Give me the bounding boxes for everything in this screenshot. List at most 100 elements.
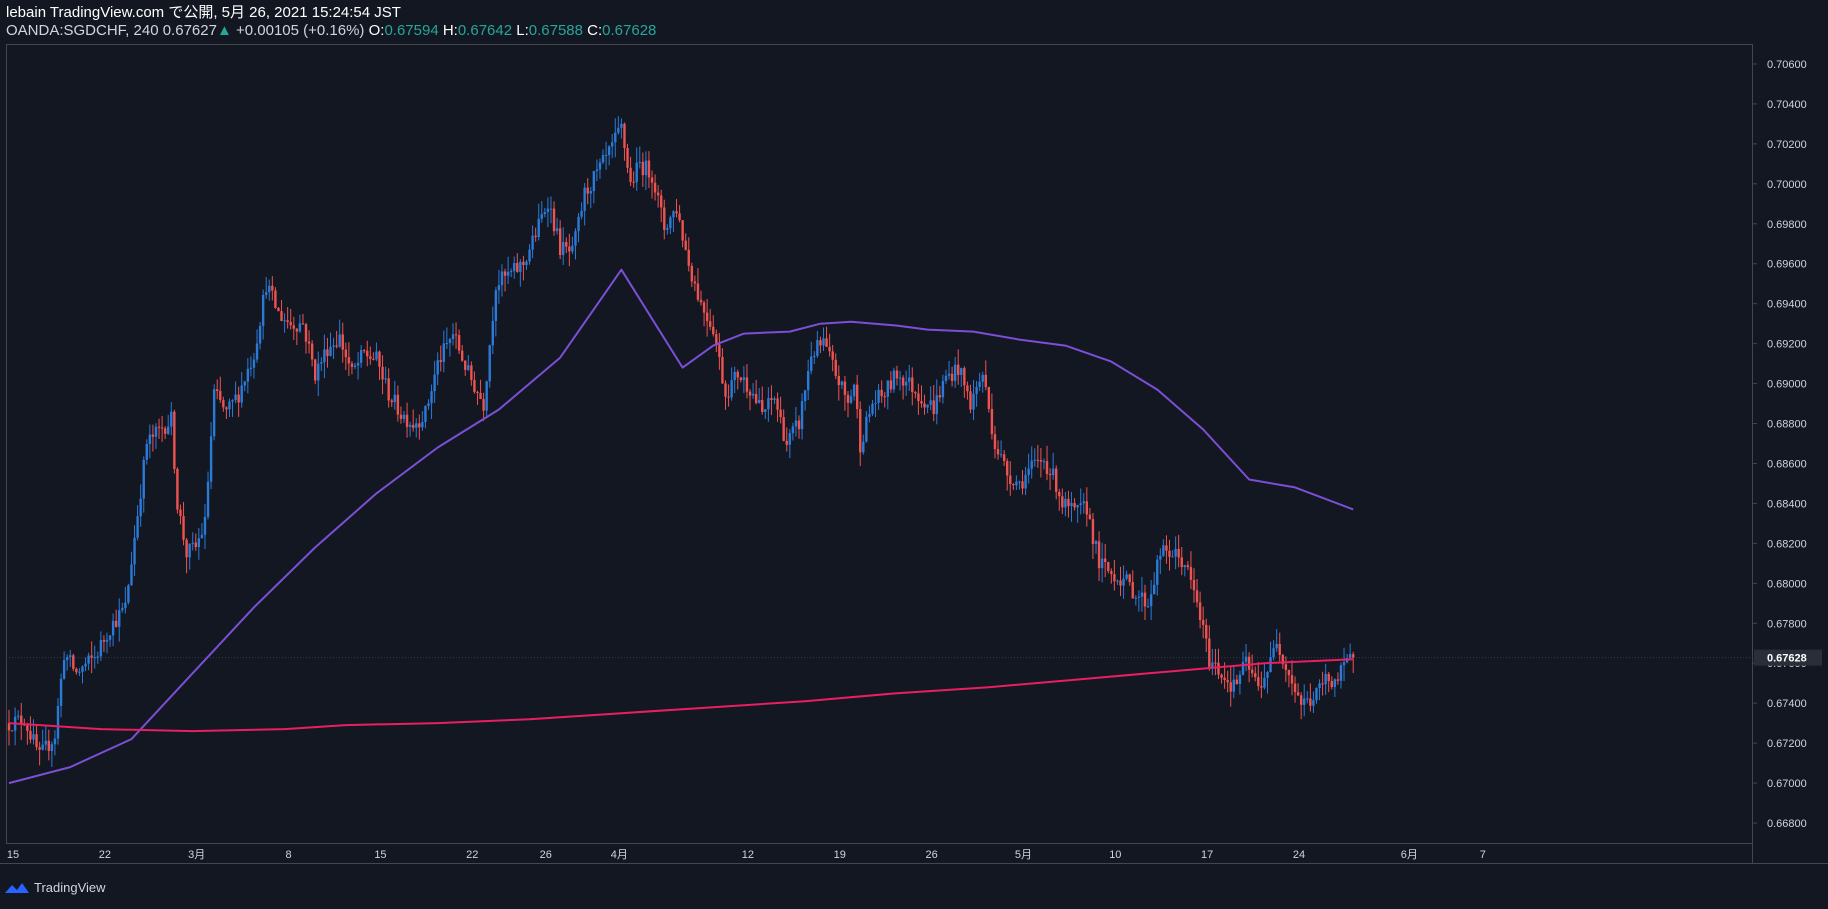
y-tick-label: 0.66800 [1767,818,1807,830]
candle-body [1180,557,1183,568]
candle-body [338,334,341,347]
candle-body [1051,468,1055,476]
candle-body [390,400,393,403]
candle-body [1110,571,1113,575]
candle-body [237,394,240,403]
candle-body [366,350,369,357]
candle-body [1061,496,1064,508]
candle-body [1156,559,1159,585]
x-tick-label: 17 [1201,849,1213,861]
candle-body [105,639,109,642]
candle-body [1260,686,1263,688]
candle-body [1214,662,1217,664]
x-tick-label: 5月 [1015,849,1032,861]
candle-body [65,657,69,660]
candle-body [834,359,837,376]
candle-body [344,349,348,358]
candle-body [1324,673,1327,685]
candle-body [904,381,908,386]
candle-body [1192,579,1196,591]
candle-body [185,539,188,558]
candle-body [464,360,467,370]
candle-body [546,208,550,213]
candle-body [999,454,1003,456]
candle-body [457,335,461,351]
candle-body [788,433,792,445]
y-tick-label: 0.68200 [1767,538,1807,550]
candle-body [516,262,519,272]
candle-body [678,213,681,221]
up-arrow-icon: ▲ [216,22,232,39]
candle-body [1024,474,1027,489]
candle-body [90,655,93,658]
candle-body [911,377,914,393]
candle-body [724,383,727,397]
candle-body [93,657,96,659]
candle-body [696,283,700,300]
candle-body [1333,679,1337,687]
candle-body [675,211,678,214]
candle-body [286,320,289,322]
candle-body [451,334,455,340]
candle-body [157,426,161,428]
candle-body [84,663,87,667]
candle-body [359,350,363,363]
ohlc-legend: OANDA:SGDCHF, 240 0.67627▲ +0.00105 (+0.… [6,22,656,40]
candle-body [1174,548,1177,557]
candle-body [234,394,237,401]
candle-body [111,620,115,636]
candle-body [840,381,844,386]
candle-body [212,389,216,437]
candle-body [705,312,709,322]
candle-body [739,377,743,381]
candle-body [298,323,302,332]
candle-body [1042,461,1046,463]
candle-body [362,350,366,352]
candle-body [558,228,562,256]
candle-body [99,640,103,657]
candle-body [1290,675,1294,684]
candle-body [672,211,675,218]
candle-body [586,187,589,194]
candle-body [699,299,703,303]
candle-body [326,349,329,356]
candle-body [497,285,501,291]
candle-body [268,285,271,293]
candle-body [332,345,335,347]
candle-body [981,374,984,382]
candle-body [595,169,599,172]
candle-body [1299,695,1303,705]
y-tick-label: 0.68600 [1767,458,1807,470]
candle-body [488,345,491,382]
candle-body [693,281,697,284]
candle-body [473,379,476,392]
candle-body [396,394,400,415]
candle-body [454,334,458,336]
candle-body [494,290,498,322]
candle-body [972,393,975,410]
y-tick-label: 0.68800 [1767,419,1807,431]
candle-body [632,181,635,183]
candle-body [1030,460,1033,469]
y-tick-label: 0.70000 [1767,179,1807,191]
candle-body [1125,574,1128,579]
x-tick-label: 15 [7,849,19,861]
candle-body [1045,461,1049,475]
brand-label: TradingView [34,880,106,895]
candle-body [1195,590,1199,603]
candle-body [182,516,185,540]
candle-body [779,409,782,418]
candle-body [543,212,547,215]
candle-body [920,401,923,404]
candle-body [791,426,795,434]
candle-body [1312,700,1315,706]
candle-body [708,321,712,327]
candle-body [411,424,415,428]
candle-body [295,328,299,332]
candle-body [852,384,856,397]
x-tick-label: 15 [374,849,386,861]
candle-body [1183,565,1187,568]
candle-body [121,608,124,611]
candle-body [1321,683,1324,685]
